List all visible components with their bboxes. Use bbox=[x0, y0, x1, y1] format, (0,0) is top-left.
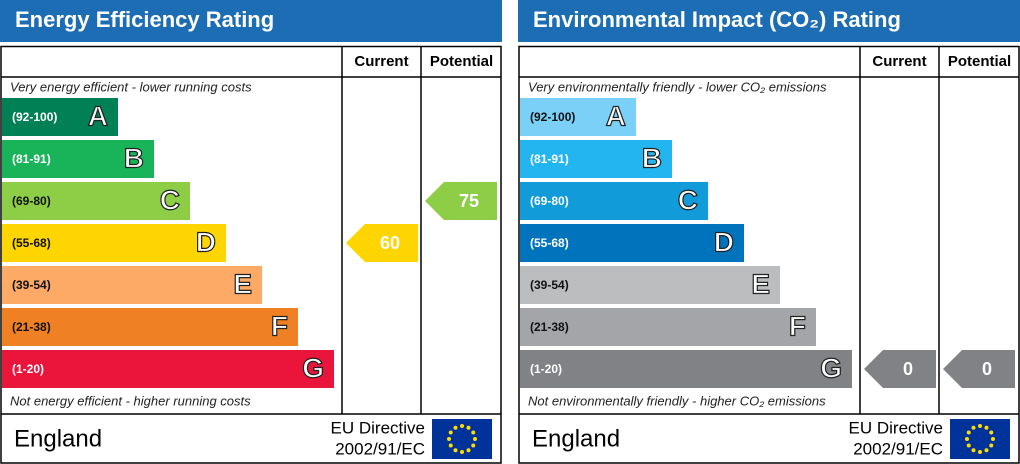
band-range: (39-54) bbox=[12, 278, 51, 292]
band-bar bbox=[520, 350, 852, 388]
band-bar bbox=[2, 266, 262, 304]
band-letter: F bbox=[271, 310, 288, 341]
rating-arrow bbox=[346, 224, 418, 262]
eu-star bbox=[978, 424, 982, 428]
band-range: (21-38) bbox=[12, 320, 51, 334]
band-bar bbox=[520, 308, 816, 346]
band-bar bbox=[2, 140, 154, 178]
panel-title: Environmental Impact (CO₂) Rating bbox=[533, 7, 901, 32]
band-letter: E bbox=[233, 268, 252, 299]
eu-star bbox=[466, 448, 471, 453]
eu-star bbox=[978, 450, 982, 454]
top-note: Very environmentally friendly - lower CO… bbox=[528, 79, 827, 94]
eu-star bbox=[984, 425, 989, 430]
eu-star bbox=[448, 443, 453, 448]
rating-value: 0 bbox=[903, 359, 913, 379]
eu-star bbox=[966, 430, 971, 435]
band-letter: B bbox=[642, 142, 662, 173]
country: England bbox=[14, 425, 102, 452]
band-bar bbox=[2, 308, 298, 346]
band-bar bbox=[2, 98, 118, 136]
band-range: (21-38) bbox=[530, 320, 569, 334]
band-bar bbox=[520, 98, 636, 136]
eu-star bbox=[453, 425, 458, 430]
band-range: (1-20) bbox=[12, 362, 44, 376]
band-range: (81-91) bbox=[12, 152, 51, 166]
eu-star bbox=[984, 448, 989, 453]
directive: EU Directive bbox=[331, 418, 425, 437]
band-range: (92-100) bbox=[530, 110, 575, 124]
country: England bbox=[532, 425, 620, 452]
column-header: Current bbox=[872, 53, 926, 70]
band-letter: A bbox=[88, 100, 108, 131]
eu-star bbox=[966, 443, 971, 448]
directive-code: 2002/91/EC bbox=[853, 439, 943, 458]
column-header: Potential bbox=[430, 53, 493, 70]
band-letter: E bbox=[751, 268, 770, 299]
band-letter: B bbox=[124, 142, 144, 173]
title-bar bbox=[518, 0, 1020, 42]
rating-value: 0 bbox=[982, 359, 992, 379]
band-range: (55-68) bbox=[530, 236, 569, 250]
band-letter: C bbox=[160, 184, 180, 215]
band-range: (69-80) bbox=[530, 194, 569, 208]
rating-arrow bbox=[425, 182, 497, 220]
eu-star bbox=[466, 425, 471, 430]
band-bar bbox=[520, 224, 744, 262]
bottom-note: Not environmentally friendly - higher CO… bbox=[528, 393, 826, 408]
eu-star bbox=[989, 430, 994, 435]
band-bar bbox=[520, 140, 672, 178]
band-letter: D bbox=[196, 226, 216, 257]
band-range: (1-20) bbox=[530, 362, 562, 376]
band-range: (39-54) bbox=[530, 278, 569, 292]
band-range: (69-80) bbox=[12, 194, 51, 208]
eu-star bbox=[471, 443, 476, 448]
band-bar bbox=[2, 182, 190, 220]
directive: EU Directive bbox=[849, 418, 943, 437]
bottom-note: Not energy efficient - higher running co… bbox=[10, 393, 251, 408]
rating-value: 60 bbox=[380, 233, 400, 253]
eu-star bbox=[991, 437, 995, 441]
directive-code: 2002/91/EC bbox=[335, 439, 425, 458]
eu-star bbox=[473, 437, 477, 441]
band-bar bbox=[520, 182, 708, 220]
band-letter: F bbox=[789, 310, 806, 341]
band-letter: A bbox=[606, 100, 626, 131]
rating-value: 75 bbox=[459, 191, 479, 211]
eu-star bbox=[448, 430, 453, 435]
band-bar bbox=[520, 266, 780, 304]
panel-title: Energy Efficiency Rating bbox=[15, 7, 274, 32]
eu-star bbox=[453, 448, 458, 453]
band-range: (81-91) bbox=[530, 152, 569, 166]
eu-star bbox=[971, 448, 976, 453]
eu-star bbox=[471, 430, 476, 435]
band-range: (55-68) bbox=[12, 236, 51, 250]
band-range: (92-100) bbox=[12, 110, 57, 124]
title-bar bbox=[0, 0, 502, 42]
top-note: Very energy efficient - lower running co… bbox=[10, 79, 252, 94]
band-letter: D bbox=[714, 226, 734, 257]
band-bar bbox=[2, 350, 334, 388]
column-header: Current bbox=[354, 53, 408, 70]
band-letter: G bbox=[820, 352, 842, 383]
rating-arrow bbox=[864, 350, 936, 388]
eu-star bbox=[460, 424, 464, 428]
eu-star bbox=[460, 450, 464, 454]
eu-star bbox=[971, 425, 976, 430]
band-bar bbox=[2, 224, 226, 262]
column-header: Potential bbox=[948, 53, 1011, 70]
band-letter: C bbox=[678, 184, 698, 215]
eu-star bbox=[447, 437, 451, 441]
band-letter: G bbox=[302, 352, 324, 383]
eu-star bbox=[989, 443, 994, 448]
rating-arrow bbox=[943, 350, 1015, 388]
eu-star bbox=[965, 437, 969, 441]
